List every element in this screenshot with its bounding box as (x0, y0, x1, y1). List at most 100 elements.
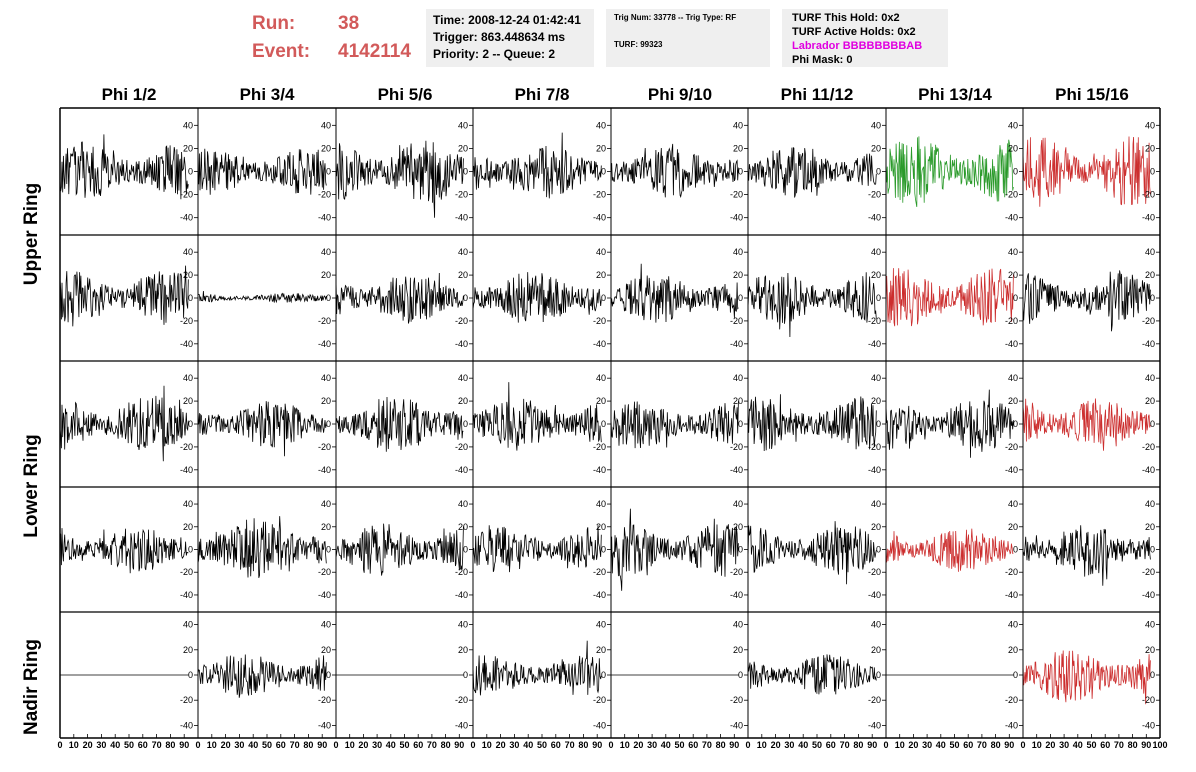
y-tick-label: -20 (730, 567, 743, 577)
y-tick-label: 20 (183, 645, 193, 655)
x-tick-label: 90 (454, 740, 464, 750)
y-tick-label: 0 (326, 167, 331, 177)
waveform-r4-c6 (747, 521, 877, 585)
x-tick-label: 80 (716, 740, 726, 750)
trigger-info-box: Trig Num: 33778 -- Trig Type: RF TURF: 9… (606, 9, 770, 67)
y-tick-label: 0 (876, 167, 881, 177)
waveform-r2-c7 (885, 268, 1014, 327)
y-tick-label: 20 (1145, 143, 1155, 153)
y-tick-label: -40 (318, 720, 331, 730)
y-tick-label: 0 (188, 167, 193, 177)
y-tick-label: -40 (730, 720, 743, 730)
x-tick-label: 10 (69, 740, 79, 750)
y-tick-label: 40 (458, 620, 468, 630)
y-tick-label: -20 (593, 442, 606, 452)
x-tick-label: 60 (413, 740, 423, 750)
x-tick-label: 50 (537, 740, 547, 750)
panel-r4-c6: -40 -20 0 20 40 (747, 499, 886, 600)
y-tick-label: -20 (1005, 567, 1018, 577)
y-tick-label: 20 (321, 143, 331, 153)
y-tick-label: -20 (318, 316, 331, 326)
y-tick-label: -40 (455, 720, 468, 730)
waveform-r1-c8 (1022, 136, 1151, 207)
panel-r4-c8: -40 -20 0 20 40 (1022, 499, 1160, 600)
x-tick-label: 40 (523, 740, 533, 750)
panel-r4-c2: -40 -20 0 20 40 (197, 499, 336, 600)
column-header-phi-5-6: Phi 5/6 (377, 85, 433, 104)
time-info-box: Time: 2008-12-24 01:42:41 Trigger: 863.4… (426, 9, 594, 67)
x-tick-label: 10 (757, 740, 767, 750)
panel-r4-c3: -40 -20 0 20 40 (335, 499, 473, 600)
x-tick-label: 30 (922, 740, 932, 750)
y-tick-label: 40 (321, 247, 331, 257)
x-tick-label: 40 (661, 740, 671, 750)
y-tick-label: 40 (183, 373, 193, 383)
y-tick-label: 40 (1145, 247, 1155, 257)
panel-r3-c1: -40 -20 0 20 40 (59, 373, 198, 475)
x-tick-label: 20 (908, 740, 918, 750)
y-tick-label: 40 (1145, 499, 1155, 509)
y-tick-label: 20 (733, 143, 743, 153)
y-tick-label: 0 (1150, 167, 1155, 177)
waveform-r2-c6 (747, 272, 877, 338)
y-tick-label: 40 (1008, 620, 1018, 630)
panel-r3-c3: -40 -20 0 20 40 (335, 373, 473, 475)
panel-r1-c1: -40 -20 0 20 40 (59, 120, 198, 223)
waveform-r3-c7 (885, 389, 1014, 458)
y-tick-label: 20 (183, 396, 193, 406)
y-tick-label: 20 (1145, 522, 1155, 532)
panel-r5-c8: -40 -20 0 20 40 (1022, 620, 1160, 730)
y-tick-label: -40 (593, 720, 606, 730)
x-tick-label: 10 (1032, 740, 1042, 750)
y-tick-label: 20 (183, 143, 193, 153)
x-tick-label: 40 (386, 740, 396, 750)
y-tick-label: 20 (733, 522, 743, 532)
waveform-r3-c4 (472, 382, 602, 451)
y-tick-label: -20 (180, 695, 193, 705)
x-tick-label: 80 (165, 740, 175, 750)
y-tick-label: 40 (871, 247, 881, 257)
y-tick-label: -40 (318, 465, 331, 475)
y-tick-label: 0 (188, 545, 193, 555)
y-tick-label: 20 (1145, 270, 1155, 280)
y-tick-label: 20 (871, 396, 881, 406)
y-tick-label: -40 (1005, 213, 1018, 223)
y-tick-label: 20 (458, 143, 468, 153)
y-tick-label: 0 (463, 670, 468, 680)
x-tick-label: 30 (647, 740, 657, 750)
y-tick-label: -20 (593, 316, 606, 326)
y-tick-label: 0 (601, 167, 606, 177)
panel-r3-c5: -40 -20 0 20 40 (610, 373, 748, 475)
y-tick-label: -40 (455, 213, 468, 223)
y-tick-label: 40 (458, 247, 468, 257)
y-tick-label: -40 (1142, 590, 1155, 600)
panel-r2-c8: -40 -20 0 20 40 (1022, 247, 1160, 349)
y-tick-label: -40 (730, 465, 743, 475)
waveform-r4-c8 (1022, 525, 1151, 586)
x-tick-label: 90 (592, 740, 602, 750)
y-tick-label: 20 (183, 522, 193, 532)
y-tick-label: 20 (733, 645, 743, 655)
y-tick-label: 40 (596, 247, 606, 257)
x-tick-label: 60 (688, 740, 698, 750)
waveform-r5-c4 (472, 640, 602, 696)
panel-r5-c2: -40 -20 0 20 40 (197, 620, 336, 730)
y-tick-label: 20 (1008, 143, 1018, 153)
y-tick-label: 20 (458, 522, 468, 532)
panel-r2-c4: -40 -20 0 20 40 (472, 247, 611, 349)
y-tick-label: 40 (871, 620, 881, 630)
column-header-phi-1-2: Phi 1/2 (101, 85, 157, 104)
x-tick-label: 0 (333, 740, 338, 750)
panel-r3-c4: -40 -20 0 20 40 (472, 373, 611, 475)
panel-r1-c5: -40 -20 0 20 40 (610, 120, 748, 223)
y-tick-label: 20 (321, 396, 331, 406)
y-tick-label: 0 (463, 419, 468, 429)
x-tick-label: 70 (702, 740, 712, 750)
x-tick-label: 70 (977, 740, 987, 750)
trig-num-type-text: Trig Num: 33778 -- Trig Type: RF (614, 13, 737, 22)
y-tick-label: -20 (455, 442, 468, 452)
y-tick-label: 40 (733, 247, 743, 257)
waveform-r2-c1 (59, 265, 189, 327)
x-tick-label: 10 (895, 740, 905, 750)
y-tick-label: 0 (463, 167, 468, 177)
